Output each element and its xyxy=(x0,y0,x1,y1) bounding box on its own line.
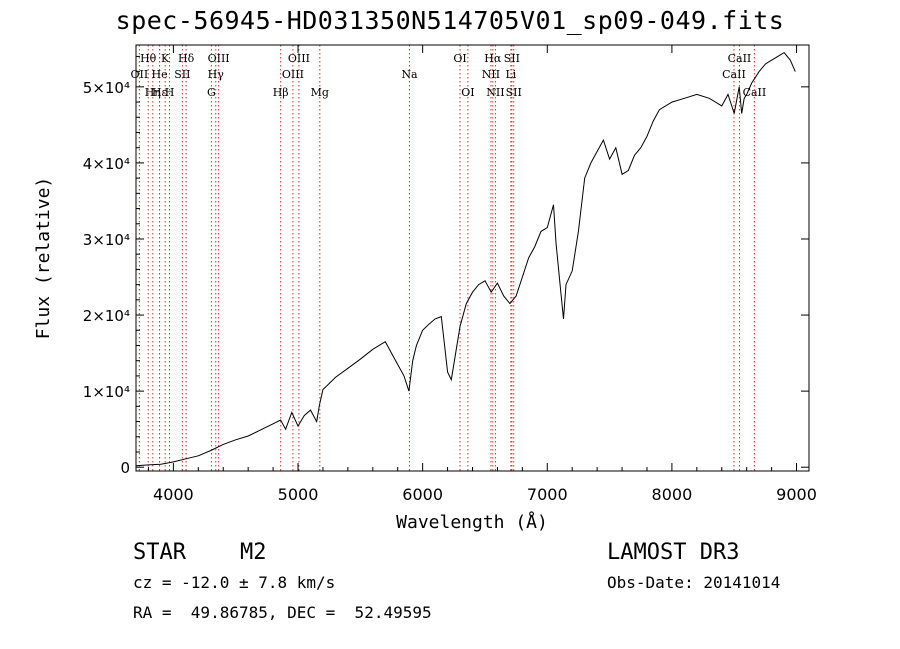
x-tick-label-2: 6000 xyxy=(402,485,443,504)
line-label-11: G xyxy=(207,86,216,99)
y-axis: 0 1×10⁴ 2×10⁴ 3×10⁴ 4×10⁴ 5×10⁴ xyxy=(83,55,809,477)
x-axis: 4000 5000 6000 7000 8000 9000 xyxy=(147,45,817,504)
line-label-8: Hδ xyxy=(178,52,195,65)
line-label-17: OI xyxy=(453,52,466,65)
line-label-3: He xyxy=(152,68,168,81)
y-tick-label-3: 3×10⁴ xyxy=(83,231,130,249)
y-axis-label: Flux (relative) xyxy=(33,177,54,340)
line-label-4: K xyxy=(161,52,170,65)
line-label-21: NII xyxy=(482,68,500,81)
line-label-16: Na xyxy=(401,68,418,81)
x-tick-label-0: 4000 xyxy=(153,485,194,504)
emission-line-markers xyxy=(138,45,755,471)
observation-date: Obs-Date: 20141014 xyxy=(607,573,781,592)
object-subclass: M2 xyxy=(240,540,267,565)
plot-frame xyxy=(135,44,810,472)
line-label-23: NII xyxy=(486,86,504,99)
object-class: STAR xyxy=(133,540,186,565)
y-tick-label-5: 5×10⁴ xyxy=(83,79,130,97)
line-label-9: OIII xyxy=(208,52,230,65)
line-label-27: CaII xyxy=(743,86,767,99)
y-tick-label-2: 2×10⁴ xyxy=(83,307,130,325)
x-tick-label-1: 5000 xyxy=(278,485,319,504)
line-label-22: Li xyxy=(505,68,516,81)
line-label-25: CaII xyxy=(728,52,752,65)
y-tick-label-4: 4×10⁴ xyxy=(83,155,130,173)
line-label-14: OIII xyxy=(282,68,304,81)
x-tick-label-5: 9000 xyxy=(776,485,817,504)
y-tick-label-1: 1×10⁴ xyxy=(83,383,130,401)
chart-title: spec-56945-HD031350N514705V01_sp09-049.f… xyxy=(115,6,785,35)
line-label-7: SII xyxy=(174,68,190,81)
line-label-13: OIII xyxy=(288,52,310,65)
y-tick-label-0: 0 xyxy=(120,459,130,477)
line-label-5: Hη xyxy=(145,86,161,99)
line-label-24: SII xyxy=(506,86,522,99)
line-label-12: Hβ xyxy=(273,86,289,99)
line-label-15: Mg xyxy=(311,86,329,99)
spectrum-line xyxy=(135,51,796,467)
line-label-20: SII xyxy=(504,52,520,65)
x-tick-label-3: 7000 xyxy=(527,485,568,504)
x-tick-label-4: 8000 xyxy=(652,485,693,504)
line-label-1: OII xyxy=(131,68,149,81)
x-axis-label: Wavelength (Å) xyxy=(396,511,548,533)
line-label-2: Hε xyxy=(152,86,168,99)
line-label-10: Hγ xyxy=(208,68,225,81)
sky-coordinates: RA = 49.86785, DEC = 52.49595 xyxy=(133,603,432,622)
survey-name: LAMOST DR3 xyxy=(607,540,740,565)
line-label-19: Hα xyxy=(484,52,502,65)
line-label-18: OI xyxy=(461,86,474,99)
line-label-6: H xyxy=(165,86,175,99)
line-label-0: Hθ xyxy=(140,52,157,65)
line-label-26: CaII xyxy=(722,68,746,81)
redshift-velocity: cz = -12.0 ± 7.8 km/s xyxy=(133,573,336,592)
